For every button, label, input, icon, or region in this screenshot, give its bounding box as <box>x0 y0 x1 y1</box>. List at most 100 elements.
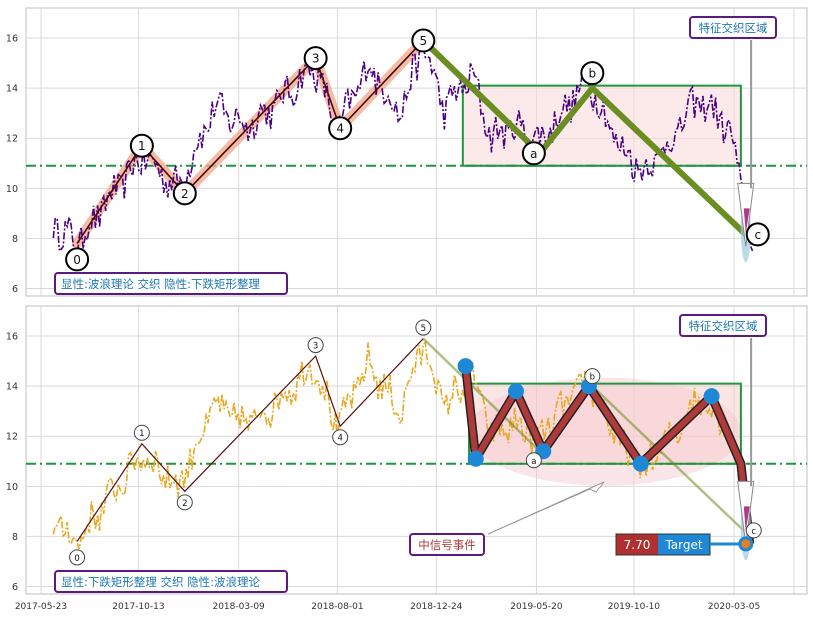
zigzag-point <box>467 450 484 467</box>
wave-label-circle <box>525 452 542 469</box>
wave-label-text: b <box>590 373 595 383</box>
wave-label-text: 4 <box>337 434 342 444</box>
corrective-wave-line <box>421 38 752 241</box>
wave-label-text: 1 <box>138 139 146 153</box>
wave-label-2: 2 <box>176 494 193 511</box>
y-tick-label: 14 <box>6 382 18 393</box>
wave-label-2: 2 <box>172 181 197 206</box>
wave-label-circle <box>172 181 197 206</box>
annotation-text: 显性:下跌矩形整理 交织 隐性:波浪理论 <box>61 575 261 589</box>
y-tick-label: 16 <box>6 332 18 343</box>
target-label: Target <box>664 538 702 552</box>
zigzag-point <box>507 383 524 400</box>
wave-label-4: 4 <box>332 429 349 446</box>
wave-label-circle <box>129 133 154 158</box>
wave-label-5: 5 <box>415 319 432 336</box>
feature-zone-label: 特征交织区域 <box>689 16 777 39</box>
target-value: 7.70 <box>624 538 651 552</box>
y-tick-label: 6 <box>12 582 18 593</box>
wave-label-text: b <box>589 67 597 81</box>
pattern-annotation: 显性:波浪理论 交织 隐性:下跌矩形整理 <box>54 272 288 295</box>
wave-label-text: 1 <box>139 429 144 439</box>
wave-label-circle <box>176 494 193 511</box>
wave-label-circle <box>745 222 770 247</box>
wave-label-text: 3 <box>313 342 318 352</box>
wave-label-text: 5 <box>421 324 426 334</box>
feature-text: 特征交织区域 <box>699 21 768 35</box>
wave-label-circle <box>521 141 546 166</box>
y-tick-label: 12 <box>6 432 18 443</box>
x-tick-label: 2017-05-23 <box>15 602 67 612</box>
wave-label-circle <box>745 522 762 539</box>
signal-text: 中信号事件 <box>418 538 476 552</box>
wave-label-circle <box>133 424 150 441</box>
wave-label-circle <box>65 247 90 272</box>
wave-label-text: 0 <box>73 253 81 267</box>
target-point <box>738 536 754 552</box>
wave-label-text: c <box>754 228 761 242</box>
annotation-box <box>54 272 288 295</box>
x-tick-label: 2018-03-09 <box>212 602 265 612</box>
signal-arrow-icon <box>487 481 605 535</box>
wave-label-text: a <box>530 147 537 161</box>
wave-label-c: c <box>745 522 762 539</box>
wave-label-text: a <box>531 457 536 467</box>
wave-label-text: 2 <box>182 499 187 509</box>
wave-label-circle <box>332 429 349 446</box>
zigzag-point <box>457 358 474 375</box>
wave-label-0: 0 <box>65 247 90 272</box>
pattern-annotation: 显性:下跌矩形整理 交织 隐性:波浪理论 <box>54 570 288 593</box>
y-tick-label: 10 <box>6 482 18 493</box>
x-tick-label: 2018-12-24 <box>410 602 463 612</box>
feature-box <box>679 314 767 337</box>
wave-label-circle <box>69 549 86 566</box>
y-tick-label: 16 <box>6 34 18 45</box>
y-tick-label: 8 <box>12 532 18 543</box>
wave-label-5: 5 <box>411 28 436 53</box>
breakdown-marker <box>743 506 750 532</box>
wave-label-0: 0 <box>69 549 86 566</box>
target-label-bg <box>658 534 710 555</box>
signal-box <box>409 533 485 556</box>
x-axis: 2017-05-23 2017-10-13 2018-03-09 2018-08-01… <box>15 602 760 612</box>
wave-label-a: a <box>525 452 542 469</box>
wave-label-text: 0 <box>74 554 79 564</box>
wave-label-a: a <box>521 141 546 166</box>
wave-label-circle <box>415 319 432 336</box>
zigzag-point <box>632 455 649 472</box>
y-tick-label: 10 <box>6 184 18 195</box>
wave-label-circle <box>307 337 324 354</box>
wave-label-text: 2 <box>181 187 189 201</box>
wave-label-b: b <box>584 368 601 385</box>
y-tick-label: 6 <box>12 284 18 295</box>
wave-label-3: 3 <box>303 46 328 71</box>
y-tick-label: 8 <box>12 234 18 245</box>
impulse-wave-line <box>76 338 424 542</box>
wave-label-circle <box>584 368 601 385</box>
wave-label-3: 3 <box>307 337 324 354</box>
zigzag-point <box>703 388 720 405</box>
annotation-box <box>54 570 288 593</box>
wave-label-text: 4 <box>336 122 344 136</box>
feature-text: 特征交织区域 <box>689 319 758 333</box>
impulse-wave-line <box>76 40 424 244</box>
x-tick-label: 2018-08-01 <box>311 602 363 612</box>
breakdown-marker <box>743 208 750 234</box>
signal-event-label: 中信号事件 <box>409 533 485 556</box>
wave-label-b: b <box>580 61 605 86</box>
x-tick-label: 2020-03-05 <box>708 602 760 612</box>
x-tick-label: 2017-10-13 <box>112 602 164 612</box>
target-value-bg <box>616 534 658 555</box>
target-badge: 7.70 Target <box>615 533 711 556</box>
wave-label-1: 1 <box>133 424 150 441</box>
wave-label-circle <box>580 61 605 86</box>
feature-box <box>689 16 777 39</box>
wave-label-1: 1 <box>129 133 154 158</box>
wave-label-circle <box>328 116 353 141</box>
wave-label-text: c <box>751 527 756 537</box>
wave-label-4: 4 <box>328 116 353 141</box>
price-line <box>52 44 754 258</box>
